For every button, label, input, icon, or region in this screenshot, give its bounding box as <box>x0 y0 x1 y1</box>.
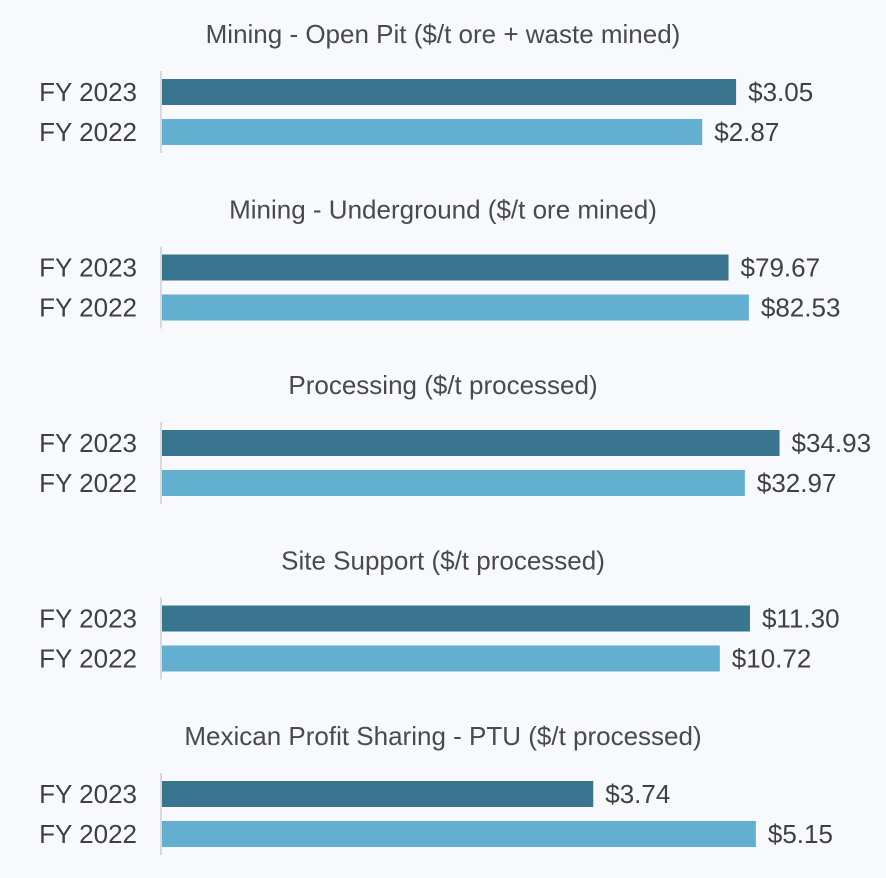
category-label: FY 2022 <box>39 117 137 147</box>
category-label: FY 2022 <box>39 644 137 674</box>
data-label: $10.72 <box>732 644 812 674</box>
bar-fy-2023 <box>162 430 780 456</box>
bar-fy-2023 <box>162 79 737 105</box>
chart-panel-3: Processing ($/t processed) FY 2023 $34.93 F… <box>39 370 871 504</box>
data-label: $2.87 <box>714 117 779 147</box>
chart-panel-5: Mexican Profit Sharing - PTU ($/t proces… <box>39 721 833 855</box>
data-label: $32.97 <box>757 468 837 498</box>
panel-title: Processing ($/t processed) <box>288 370 597 400</box>
data-label: $3.05 <box>748 77 813 107</box>
category-label: FY 2022 <box>39 293 137 323</box>
data-label: $11.30 <box>762 604 840 634</box>
data-label: $79.67 <box>741 253 821 283</box>
category-label: FY 2023 <box>39 253 137 283</box>
bar-fy-2022 <box>162 470 745 496</box>
data-label: $82.53 <box>761 293 841 323</box>
panel-title: Mexican Profit Sharing - PTU ($/t proces… <box>184 721 701 751</box>
bar-fy-2023 <box>162 781 594 807</box>
bar-fy-2023 <box>162 605 750 632</box>
category-label: FY 2022 <box>39 468 137 498</box>
chart-panel-1: Mining - Open Pit ($/t ore + waste mined… <box>39 19 813 153</box>
chart-panel-2: Mining - Underground ($/t ore mined) FY 2… <box>39 195 840 329</box>
data-label: $5.15 <box>768 819 833 849</box>
chart-panel-4: Site Support ($/t processed) FY 2023 $11.3… <box>39 546 840 680</box>
category-label: FY 2022 <box>39 819 137 849</box>
panel-title: Mining - Underground ($/t ore mined) <box>229 195 657 225</box>
category-label: FY 2023 <box>39 428 137 458</box>
bar-fy-2023 <box>162 254 729 281</box>
category-label: FY 2023 <box>39 77 137 107</box>
bar-fy-2022 <box>162 821 756 847</box>
category-label: FY 2023 <box>39 604 137 634</box>
panel-title: Mining - Open Pit ($/t ore + waste mined… <box>206 19 681 49</box>
bar-fy-2022 <box>162 294 749 321</box>
category-label: FY 2023 <box>39 779 137 809</box>
data-label: $3.74 <box>605 779 670 809</box>
data-label: $34.93 <box>792 428 872 458</box>
panel-title: Site Support ($/t processed) <box>281 546 605 576</box>
bar-fy-2022 <box>162 645 720 672</box>
bar-fy-2022 <box>162 119 703 145</box>
